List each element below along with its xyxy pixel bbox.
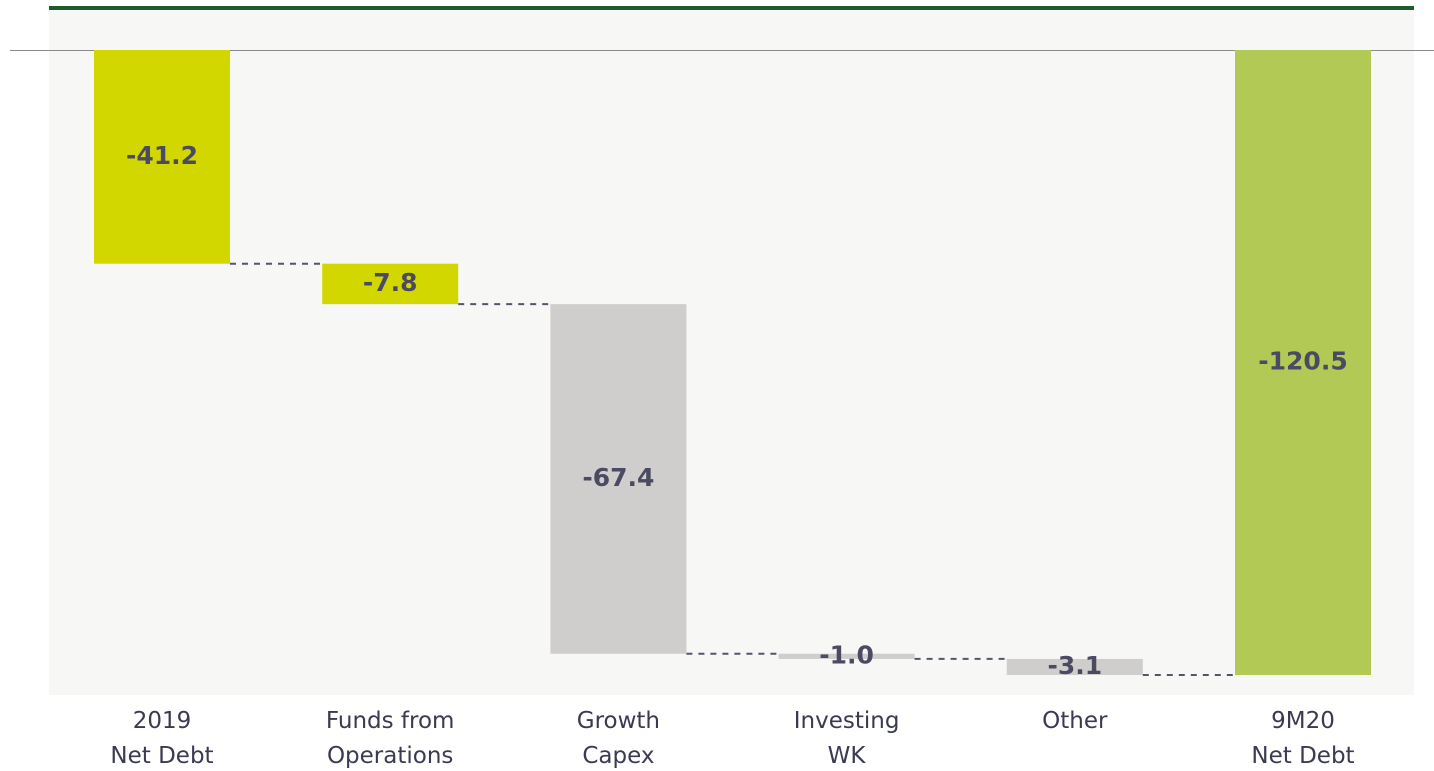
bar (550, 304, 687, 654)
bar (94, 50, 230, 264)
x-tick-label: 2019 Net Debt (110, 708, 214, 769)
x-tick-label: Growth Capex (576, 708, 661, 769)
value-label: -7.8 (363, 268, 418, 297)
plot-background (49, 10, 1414, 695)
x-tick-label: Investing WK (793, 708, 900, 769)
bar (778, 653, 915, 659)
top-rule (49, 6, 1414, 10)
bar (1235, 50, 1371, 675)
x-tick-label: Other (1042, 708, 1108, 734)
value-label: -120.5 (1258, 347, 1347, 376)
bar (1006, 658, 1143, 675)
value-label: -3.1 (1047, 651, 1102, 680)
value-label: -67.4 (582, 463, 654, 492)
x-tick-label: Funds from Operations (325, 708, 455, 769)
bar (322, 263, 459, 305)
value-label: -1.0 (819, 640, 874, 669)
value-label: -41.2 (126, 141, 198, 170)
x-tick-label: 9M20 Net Debt (1251, 708, 1355, 769)
